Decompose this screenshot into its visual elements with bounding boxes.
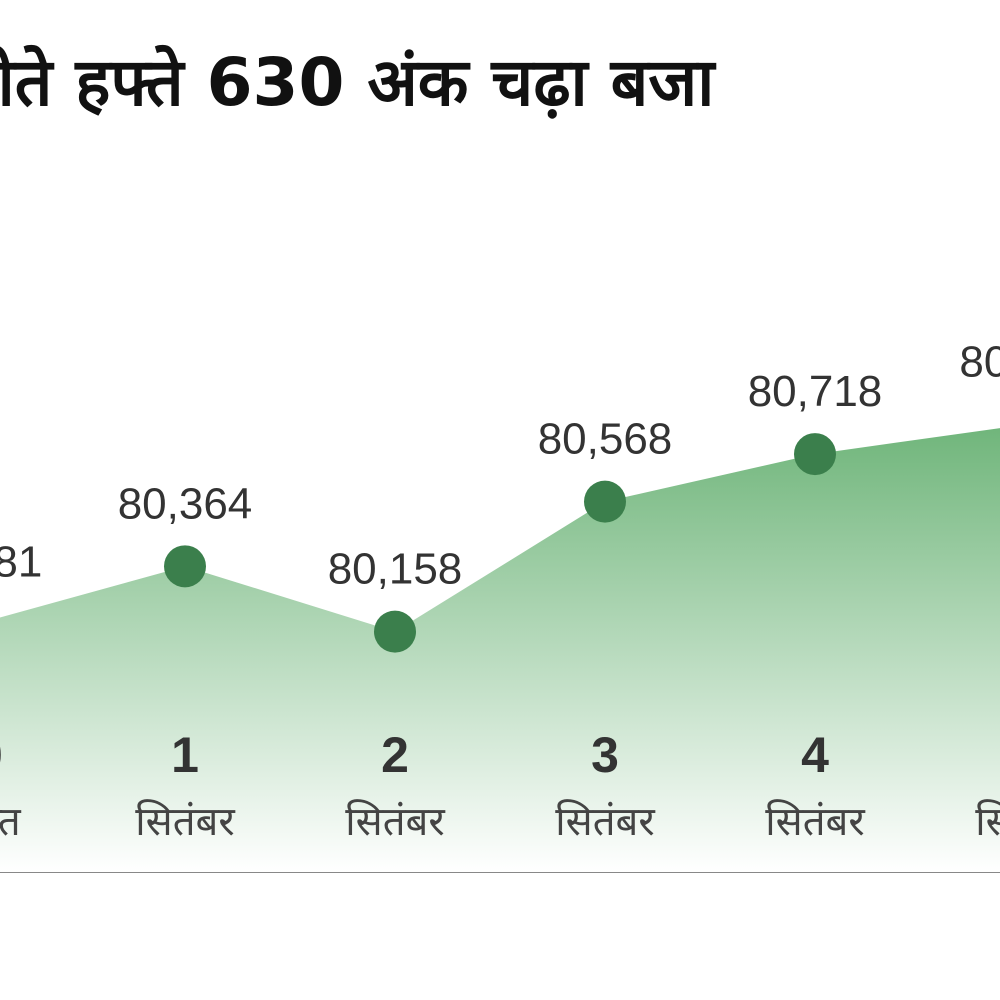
point	[584, 480, 626, 523]
value-label: 80,568	[538, 415, 673, 464]
chart-title: बीते हफ्ते 630 अंक चढ़ा बजा	[0, 44, 717, 121]
value-label: 80,718	[748, 367, 883, 416]
x-tick-label: 2	[381, 727, 409, 783]
x-tick-label: 4	[801, 727, 829, 783]
point	[374, 610, 416, 653]
x-tick-month: सितंबर	[345, 799, 445, 845]
point	[794, 433, 836, 476]
area	[0, 428, 1000, 872]
x-tick-month: सितंबर	[555, 799, 655, 845]
value-label: 80,364	[118, 479, 253, 528]
x-tick-month: सितंबर	[975, 799, 1000, 845]
value-label: 80,181	[0, 537, 42, 586]
x-tick-label: 1	[171, 727, 199, 783]
x-tick-month: सितंबर	[135, 799, 235, 845]
point	[164, 545, 206, 588]
x-tick-label: 30	[0, 727, 3, 783]
value-label: 80,158	[328, 545, 463, 594]
value-label: 80,811	[959, 338, 1000, 387]
x-tick-month: अगस्त	[0, 799, 22, 845]
x-tick-label: 3	[591, 727, 619, 783]
x-tick-month: सितंबर	[765, 799, 865, 845]
